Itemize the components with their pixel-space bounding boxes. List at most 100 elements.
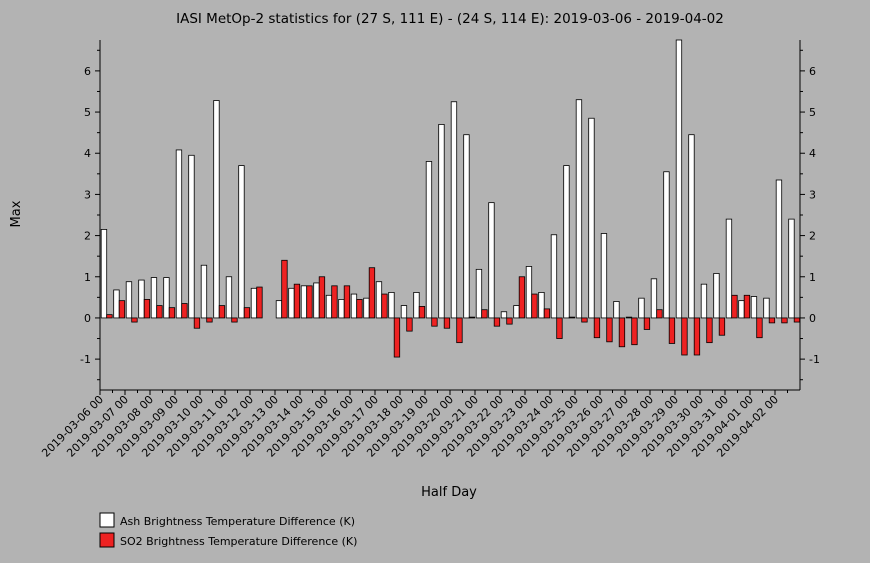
- y-tick-label-left: 6: [84, 65, 91, 78]
- ash-bar-12: [250, 287, 258, 319]
- bar-group: [100, 39, 801, 358]
- so2-bar-7: [193, 317, 201, 329]
- ash-bar-52: [750, 296, 758, 319]
- so2-bar-6: [181, 303, 188, 319]
- so2-bar-12: [256, 286, 263, 319]
- ash-bar-18: [325, 294, 333, 319]
- so2-bar-37: [568, 316, 576, 319]
- so2-bar-1: [118, 300, 126, 319]
- so2-bar-47: [693, 317, 701, 356]
- ash-bar-22: [375, 281, 383, 319]
- ash-bar-21: [363, 297, 370, 319]
- so2-bar-46: [681, 317, 688, 356]
- ash-bar-9: [213, 100, 220, 319]
- ash-bar-26: [425, 161, 433, 319]
- so2-bar-27: [443, 317, 451, 329]
- so2-bar-21: [368, 267, 376, 319]
- ash-bar-45: [663, 171, 670, 319]
- so2-bar-51: [743, 294, 751, 319]
- ash-bar-47: [688, 134, 695, 319]
- so2-bar-15: [293, 283, 301, 319]
- y-tick-label-right: 2: [809, 230, 816, 243]
- ash-bar-0: [100, 229, 108, 319]
- so2-bar-32: [506, 317, 513, 325]
- ash-bar-20: [350, 293, 358, 319]
- so2-bar-44: [656, 309, 663, 319]
- ash-bar-30: [475, 268, 483, 319]
- so2-bar-40: [606, 317, 613, 343]
- y-tick-label-left: 1: [84, 271, 91, 284]
- ash-bar-28: [450, 101, 458, 319]
- so2-bar-50: [731, 294, 738, 319]
- so2-bar-28: [456, 317, 463, 344]
- ash-bar-14: [275, 300, 283, 319]
- ash-bar-29: [463, 134, 470, 319]
- so2-bar-22: [381, 293, 388, 319]
- ash-bar-10: [225, 276, 233, 319]
- so2-bar-48: [706, 317, 713, 344]
- y-tick-label-right: 4: [809, 147, 816, 160]
- so2-bar-33: [518, 276, 526, 319]
- ash-bar-38: [575, 99, 583, 319]
- so2-bar-52: [756, 317, 763, 339]
- ash-bar-44: [650, 278, 658, 319]
- chart-title: IASI MetOp-2 statistics for (27 S, 111 E…: [176, 11, 724, 27]
- legend-label-ash: Ash Brightness Temperature Difference (K…: [120, 515, 355, 528]
- so2-bar-23: [393, 317, 401, 358]
- y-tick-label-left: 5: [84, 106, 91, 119]
- ash-bar-46: [675, 39, 683, 319]
- so2-bar-3: [143, 299, 151, 319]
- ash-bar-35: [538, 292, 545, 319]
- y-tick-label-right: 6: [809, 65, 816, 78]
- so2-bar-55: [793, 317, 801, 323]
- ash-bar-2: [125, 281, 133, 319]
- so2-bar-54: [781, 317, 788, 324]
- so2-bar-18: [331, 285, 338, 319]
- ash-bar-11: [238, 165, 245, 319]
- so2-bar-16: [306, 285, 313, 319]
- ash-bar-49: [713, 273, 720, 319]
- ash-bar-42: [625, 316, 633, 319]
- ash-bar-50: [725, 218, 733, 319]
- y-tick-label-left: 4: [84, 147, 91, 160]
- so2-bar-25: [418, 306, 426, 319]
- ash-bar-48: [700, 283, 708, 319]
- so2-bar-24: [406, 317, 413, 332]
- ash-bar-5: [163, 277, 170, 319]
- y-tick-label-right: -1: [809, 353, 820, 366]
- ash-bar-31: [488, 202, 495, 319]
- legend-swatch-ash: [99, 512, 115, 528]
- ash-bar-1: [113, 289, 120, 319]
- legend-swatch-so2: [99, 532, 115, 548]
- so2-bar-41: [618, 317, 626, 348]
- legend: Ash Brightness Temperature Difference (K…: [99, 512, 357, 548]
- y-tick-label-right: 1: [809, 271, 816, 284]
- ash-bar-23: [388, 292, 395, 319]
- y-tick-label-right: 3: [809, 188, 816, 201]
- ash-bar-53: [763, 297, 770, 319]
- so2-bar-19: [343, 285, 351, 319]
- ash-bar-37: [563, 165, 570, 319]
- so2-bar-38: [581, 317, 588, 323]
- y-tick-label-left: 2: [84, 230, 91, 243]
- ash-bar-41: [613, 301, 620, 319]
- legend-label-so2: SO2 Brightness Temperature Difference (K…: [120, 535, 357, 548]
- so2-bar-45: [668, 317, 676, 344]
- ash-bar-55: [788, 218, 795, 319]
- so2-bar-43: [643, 317, 651, 330]
- y-tick-label-right: 0: [809, 312, 816, 325]
- so2-bar-30: [481, 309, 488, 319]
- so2-bar-2: [131, 317, 138, 323]
- ash-bar-7: [188, 154, 195, 319]
- ash-bar-19: [338, 299, 345, 319]
- so2-bar-53: [768, 317, 776, 324]
- so2-bar-34: [531, 293, 538, 319]
- ash-bar-40: [600, 233, 608, 319]
- so2-bar-5: [168, 307, 176, 319]
- so2-bar-31: [493, 317, 501, 327]
- so2-bar-11: [243, 307, 251, 319]
- so2-bar-36: [556, 317, 563, 339]
- so2-bar-20: [356, 299, 363, 319]
- ash-bar-4: [150, 277, 158, 319]
